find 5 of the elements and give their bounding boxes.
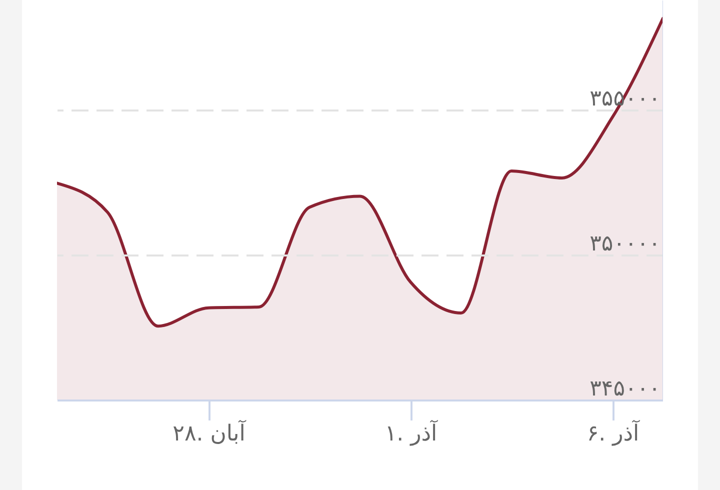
- x-tick-label: ۶. آذر: [586, 420, 640, 446]
- x-tick-label: ۲۸. آبان: [172, 420, 246, 446]
- y-tick-label: ۳۵۰۰۰۰: [590, 232, 660, 257]
- x-tick-label: ۱. آذر: [384, 420, 438, 446]
- y-tick-label: ۳۴۵۰۰۰: [590, 376, 660, 402]
